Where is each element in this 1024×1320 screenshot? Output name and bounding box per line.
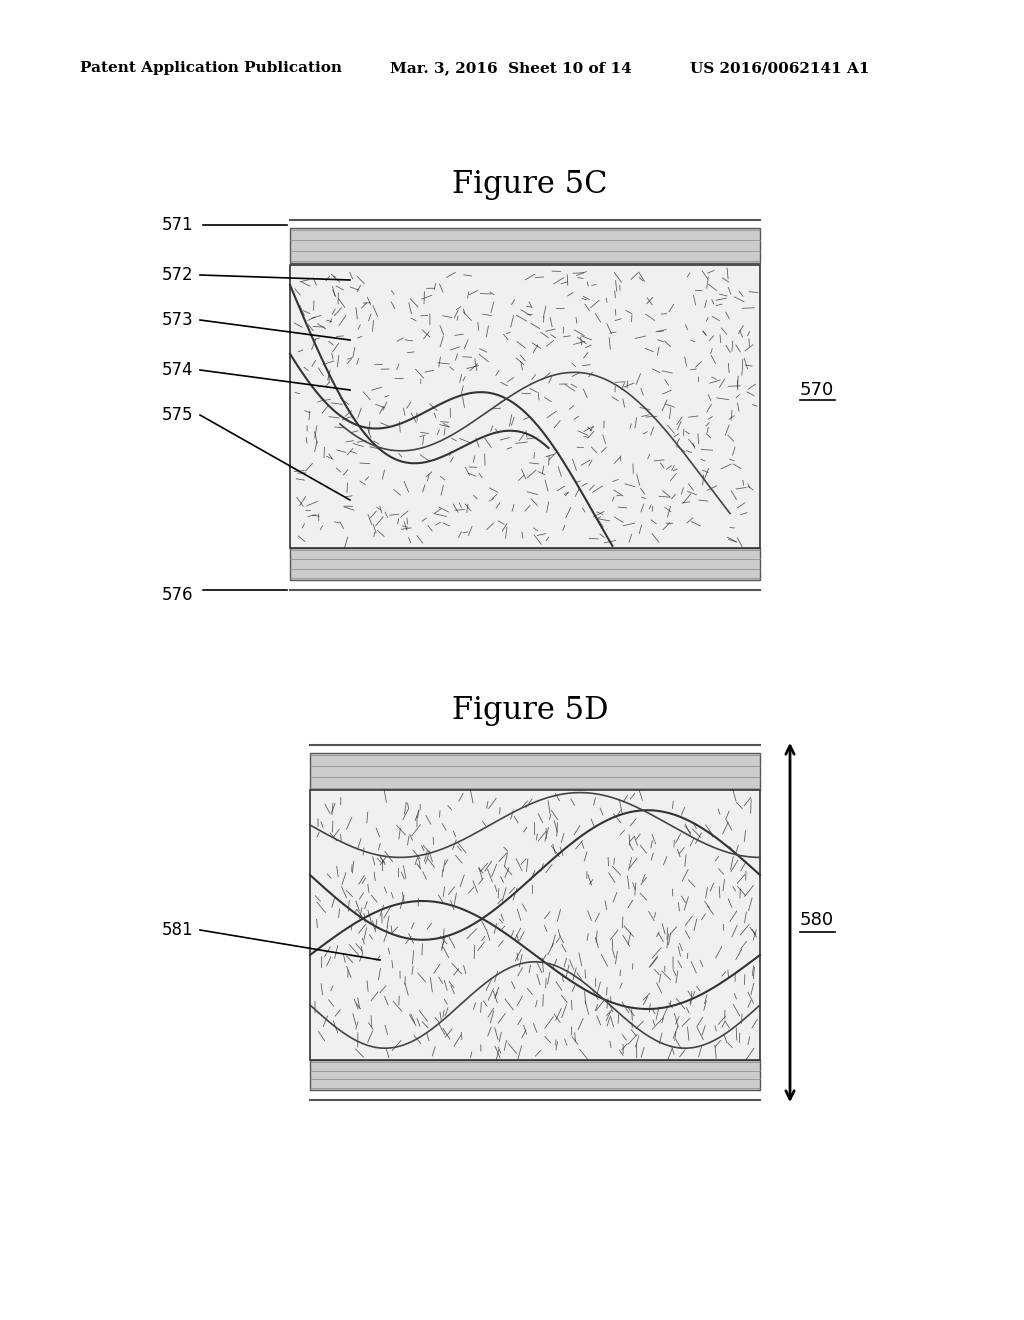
Text: 572: 572 [162,267,193,284]
Text: Patent Application Publication: Patent Application Publication [80,61,342,75]
Text: US 2016/0062141 A1: US 2016/0062141 A1 [690,61,869,75]
Text: 581: 581 [162,921,193,939]
Bar [310,1060,760,1090]
Text: 570: 570 [800,381,835,399]
Bar [290,265,760,548]
Bar [290,228,760,263]
Text: Figure 5C: Figure 5C [453,169,608,201]
Text: 573: 573 [162,312,193,329]
Bar [290,548,760,579]
Text: 571: 571 [162,216,193,234]
Text: 575: 575 [162,407,193,424]
Text: Mar. 3, 2016  Sheet 10 of 14: Mar. 3, 2016 Sheet 10 of 14 [390,61,632,75]
Bar [310,789,760,1060]
Text: Figure 5D: Figure 5D [452,694,608,726]
Bar [310,752,760,789]
Text: 580: 580 [800,911,835,929]
Text: 576: 576 [162,586,193,605]
Text: 574: 574 [162,360,193,379]
